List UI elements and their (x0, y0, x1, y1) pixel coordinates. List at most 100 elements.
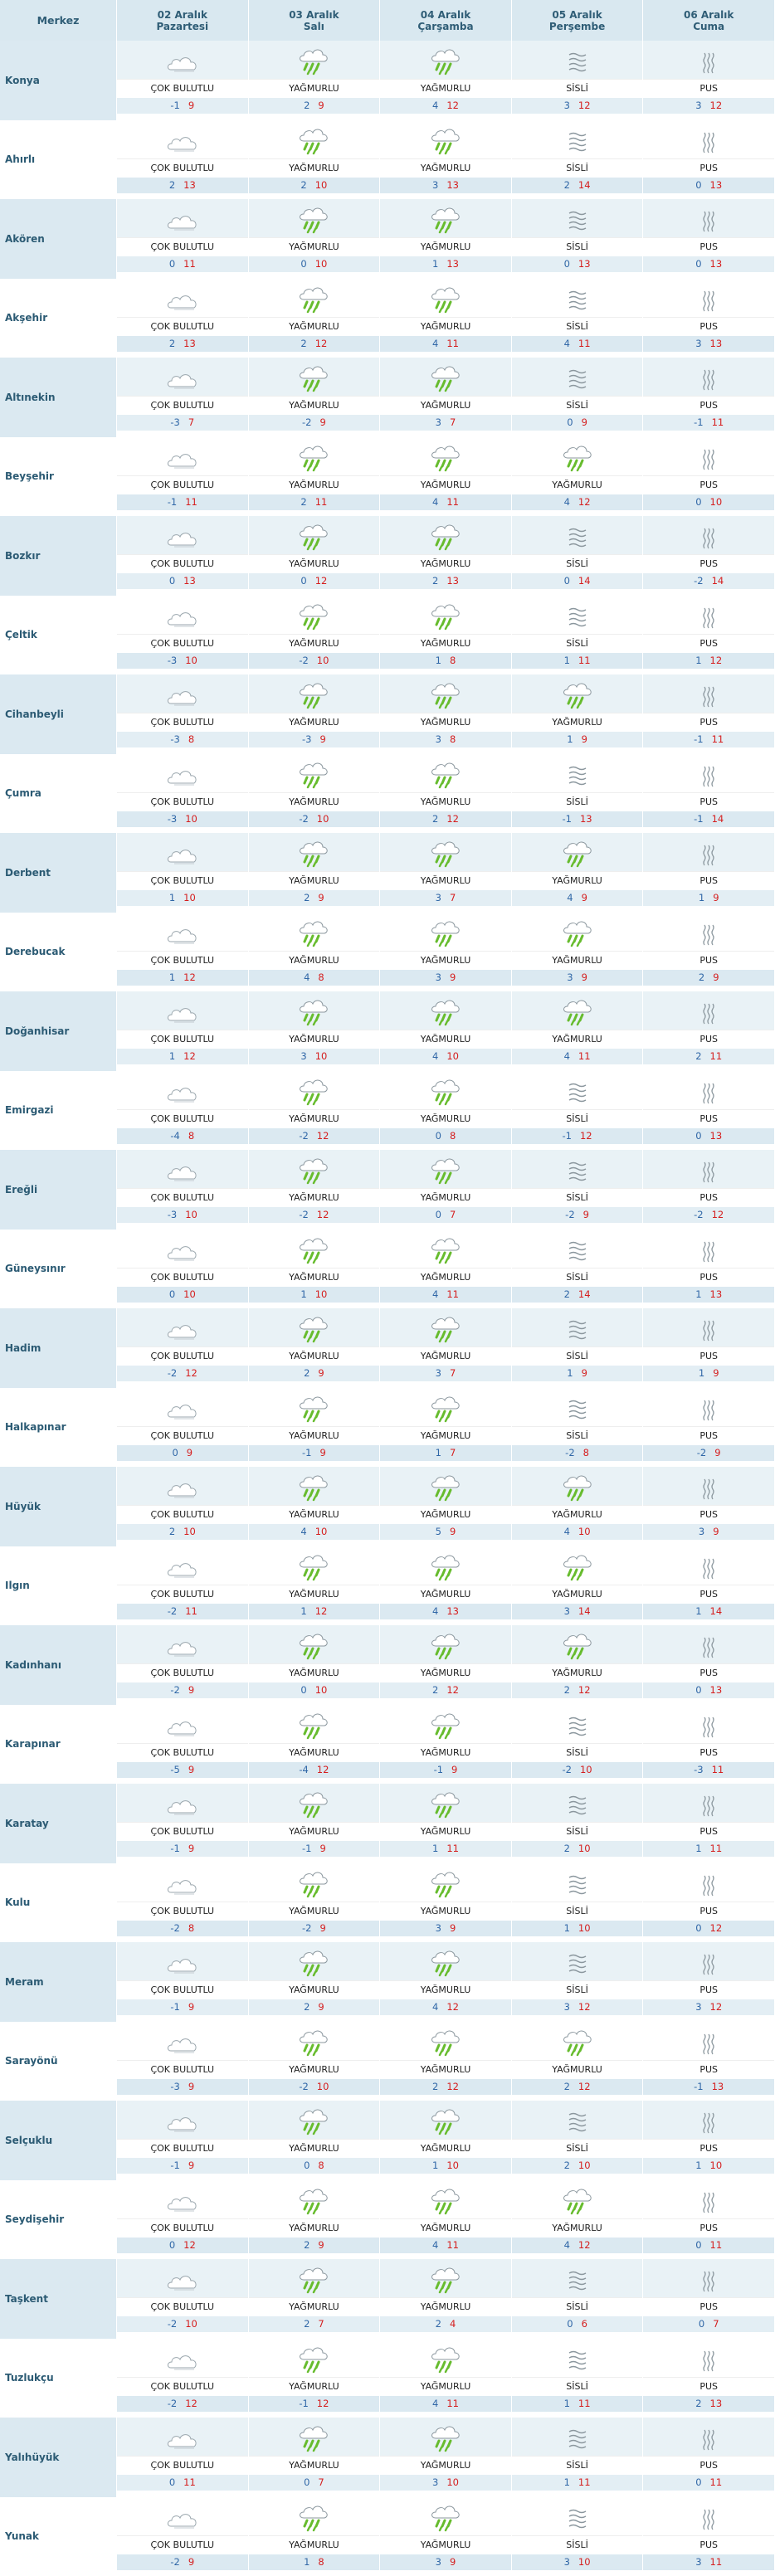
center-name[interactable]: Karapınar (0, 1705, 117, 1785)
center-name[interactable]: Çeltik (0, 596, 117, 675)
center-name[interactable]: Bozkır (0, 516, 117, 596)
haze-icon (643, 1863, 774, 1902)
max-temp: 11 (710, 2556, 723, 2568)
max-temp: 14 (710, 1605, 723, 1617)
rain-icon (249, 1230, 380, 1268)
max-temp: 8 (450, 733, 456, 745)
center-name[interactable]: Konya (0, 41, 117, 120)
min-temp: 1 (695, 2160, 701, 2171)
center-name[interactable]: Seydişehir (0, 2180, 117, 2260)
condition-label: YAĞMURLU (380, 2456, 511, 2475)
max-temp: 13 (710, 179, 723, 191)
center-name[interactable]: Karatay (0, 1784, 117, 1863)
center-name[interactable]: Ereğli (0, 1150, 117, 1230)
min-temp: -2 (299, 1209, 308, 1220)
center-name[interactable]: Hadim (0, 1308, 117, 1388)
center-name[interactable]: Yunak (0, 2497, 117, 2576)
condition-label: ÇOK BULUTLU (117, 1505, 248, 1524)
max-temp: 9 (713, 1526, 719, 1537)
center-name[interactable]: Derebucak (0, 913, 117, 992)
condition-label: YAĞMURLU (380, 1980, 511, 1999)
center-name[interactable]: Ilgın (0, 1546, 117, 1626)
condition-label: ÇOK BULUTLU (117, 1980, 248, 1999)
center-name[interactable]: Altınekin (0, 358, 117, 437)
condition-label: YAĞMURLU (380, 634, 511, 653)
center-name[interactable]: Halkapınar (0, 1388, 117, 1468)
condition-label: SİSLİ (512, 554, 643, 573)
center-name[interactable]: Akşehir (0, 279, 117, 358)
min-temp: 1 (436, 1447, 441, 1458)
center-name[interactable]: Hüyük (0, 1467, 117, 1546)
min-temp: 3 (564, 100, 570, 111)
max-temp: 10 (580, 1764, 592, 1775)
center-name[interactable]: Taşkent (0, 2259, 117, 2339)
center-name[interactable]: Derbent (0, 833, 117, 913)
condition-label: YAĞMURLU (249, 317, 380, 336)
max-temp: 8 (450, 655, 456, 666)
condition-label: SİSLİ (512, 1743, 643, 1762)
max-temp: 9 (318, 2239, 324, 2251)
center-name[interactable]: Doğanhisar (0, 991, 117, 1071)
fog-icon (512, 1230, 643, 1268)
center-name[interactable]: Kadınhanı (0, 1625, 117, 1705)
center-name[interactable]: Kulu (0, 1863, 117, 1943)
center-name[interactable]: Cihanbeyli (0, 674, 117, 754)
center-name[interactable]: Meram (0, 1942, 117, 2022)
condition-label: ÇOK BULUTLU (117, 2218, 248, 2238)
center-name[interactable]: Emirgazi (0, 1071, 117, 1151)
min-temp: -3 (168, 1209, 177, 1220)
min-temp: 2 (564, 1843, 570, 1854)
min-temp: 4 (432, 1050, 438, 1062)
center-name[interactable]: Çumra (0, 754, 117, 834)
center-name[interactable]: Güneysınır (0, 1230, 117, 1309)
max-temp: 9 (318, 100, 324, 111)
haze-icon (643, 2339, 774, 2377)
max-temp: 8 (450, 1130, 456, 1142)
center-name[interactable]: Tuzlukçu (0, 2339, 117, 2418)
center-name[interactable]: Sarayönü (0, 2022, 117, 2101)
max-temp: 12 (446, 813, 459, 825)
cloudy-icon (117, 516, 248, 554)
center-name[interactable]: Akören (0, 199, 117, 279)
min-temp: -2 (299, 813, 308, 825)
center-name[interactable]: Yalıhüyük (0, 2418, 117, 2497)
condition-label: ÇOK BULUTLU (117, 1030, 248, 1049)
condition-label: YAĞMURLU (380, 396, 511, 415)
min-temp: 1 (567, 1367, 573, 1379)
center-name[interactable]: Beyşehir (0, 437, 117, 517)
max-temp: 11 (710, 1050, 723, 1062)
center-name[interactable]: Ahırlı (0, 120, 117, 200)
center-name[interactable]: Selçuklu (0, 2101, 117, 2180)
min-temp: -1 (170, 2001, 179, 2013)
condition-label: PUS (643, 951, 774, 970)
rain-icon (249, 1625, 380, 1663)
